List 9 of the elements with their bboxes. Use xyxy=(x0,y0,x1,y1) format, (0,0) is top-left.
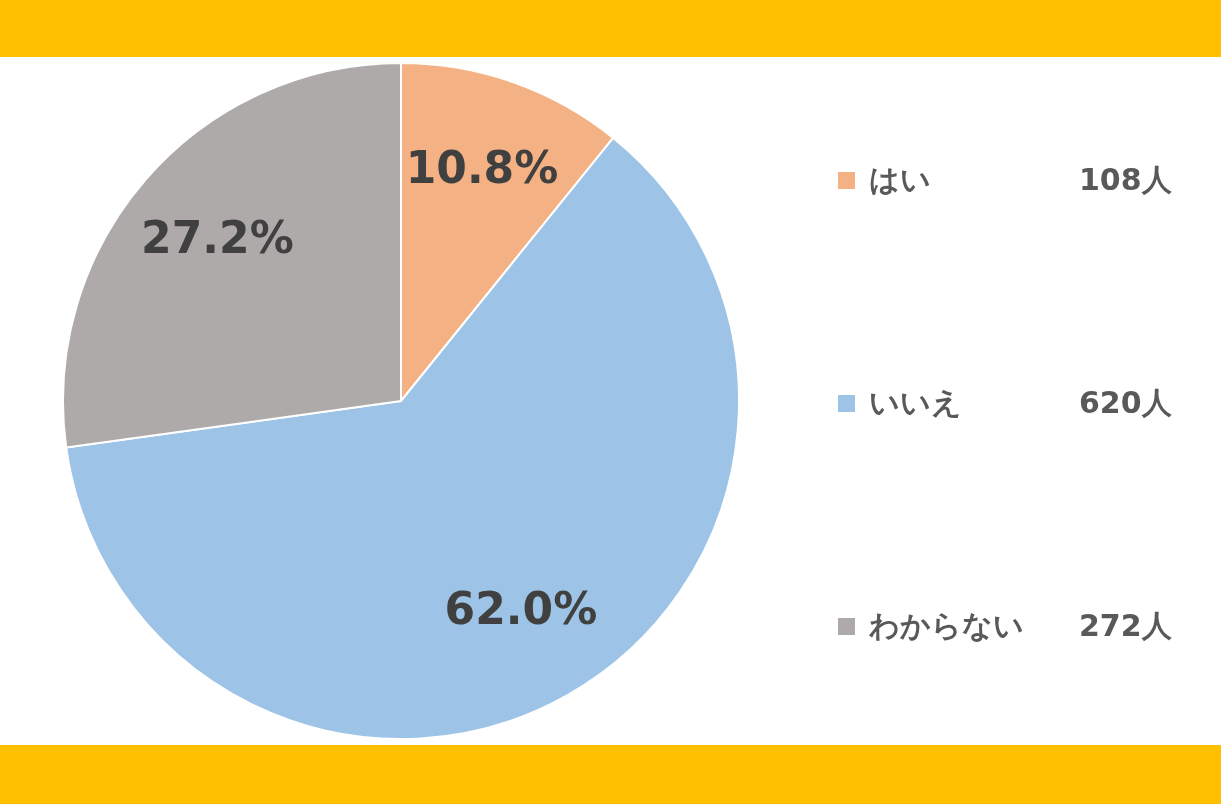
legend-label: はい xyxy=(869,160,932,199)
text: 620人 xyxy=(1079,383,1172,422)
data-label: 27.2% xyxy=(141,211,294,263)
data-label: 62.0% xyxy=(444,583,598,635)
data-label: 10.8% xyxy=(405,141,559,193)
legend-label: わからない xyxy=(869,606,1025,645)
text: 108人 xyxy=(1079,160,1172,199)
text: 272人 xyxy=(1079,606,1172,645)
legend-label: いいえ xyxy=(869,383,963,422)
